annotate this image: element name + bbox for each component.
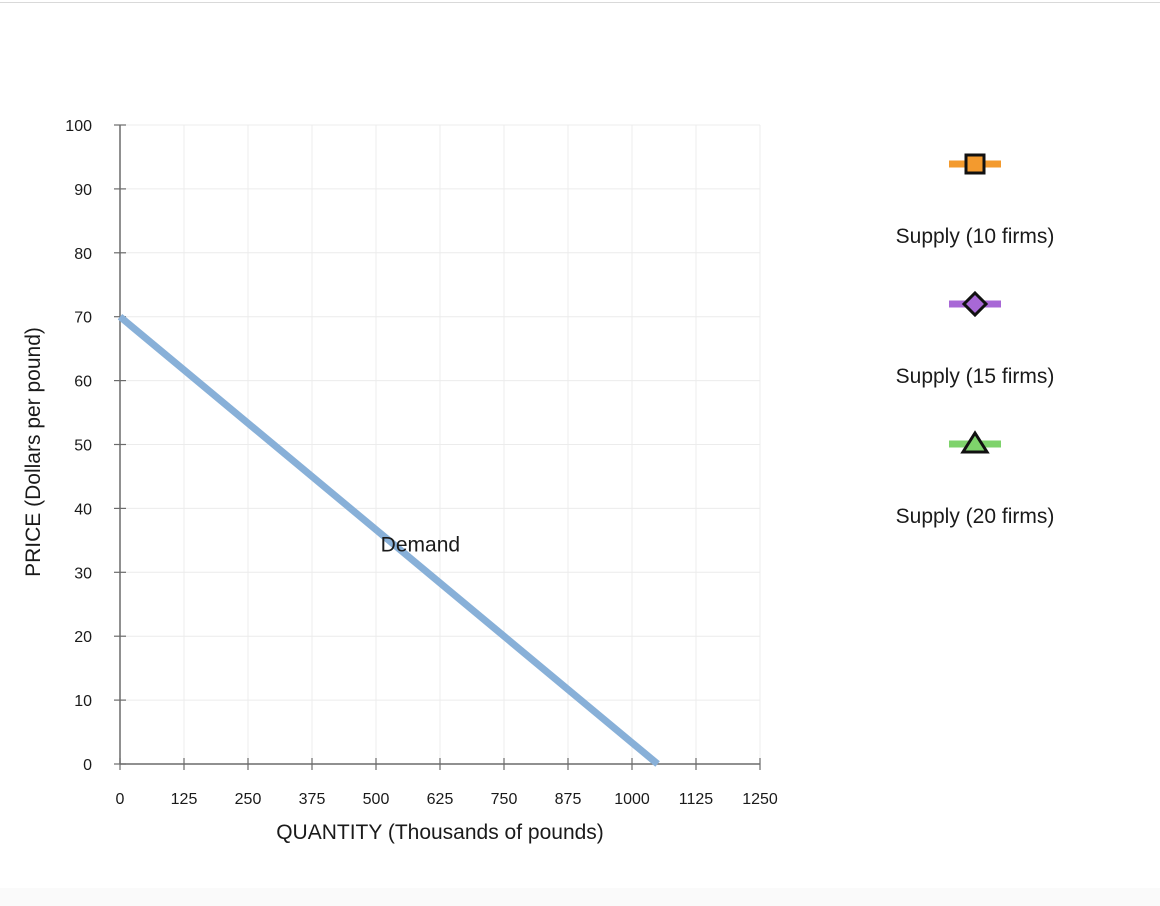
top-divider (0, 2, 1160, 3)
y-tick-label-10: 10 (74, 693, 92, 710)
x-tick-label-875: 875 (555, 791, 582, 808)
x-tick-label-125: 125 (171, 791, 198, 808)
legend-marker-square-icon[interactable] (964, 153, 986, 175)
y-tick-label-90: 90 (74, 182, 92, 199)
x-tick-label-500: 500 (363, 791, 390, 808)
demand-curve-label: Demand (381, 534, 460, 557)
y-axis-label: PRICE (Dollars per pound) (22, 327, 45, 577)
bottom-strip (0, 888, 1160, 906)
grid (120, 124, 761, 764)
y-tick-label-60: 60 (74, 374, 92, 391)
x-axis-label: QUANTITY (Thousands of pounds) (276, 821, 604, 844)
y-tick-label-30: 30 (74, 565, 92, 582)
x-tick-label-1000: 1000 (614, 791, 650, 808)
y-tick-label-40: 40 (74, 501, 92, 518)
legend-marker-diamond-icon[interactable] (961, 290, 989, 318)
y-tick-label-80: 80 (74, 246, 92, 263)
x-tick-label-0: 0 (116, 791, 125, 808)
demand-curve[interactable] (117, 314, 660, 767)
legend-marker-triangle-icon[interactable] (960, 430, 990, 454)
x-tick-label-250: 250 (235, 791, 262, 808)
legend-label-3: Supply (20 firms) (896, 505, 1055, 528)
axes (114, 124, 761, 770)
x-tick-label-1125: 1125 (679, 791, 714, 808)
x-tick-label-625: 625 (427, 791, 454, 808)
tick-labels: 0 125 250 375 500 625 750 875 1000 1125 1250 0 10 20 3… (65, 118, 778, 808)
x-tick-label-750: 750 (491, 791, 518, 808)
legend-label-1: Supply (10 firms) (896, 225, 1055, 248)
y-tick-label-20: 20 (74, 629, 92, 646)
y-tick-label-0: 0 (83, 757, 92, 774)
x-tick-label-375: 375 (299, 791, 326, 808)
y-tick-label-50: 50 (74, 438, 92, 455)
legend[interactable]: Supply (10 firms) Supply (15 firms) Supply… (896, 153, 1055, 528)
series-layer: Demand (117, 314, 660, 767)
y-tick-label-70: 70 (74, 310, 92, 327)
x-tick-label-1250: 1250 (742, 791, 778, 808)
legend-label-2: Supply (15 firms) (896, 365, 1055, 388)
y-tick-label-100: 100 (65, 118, 92, 135)
